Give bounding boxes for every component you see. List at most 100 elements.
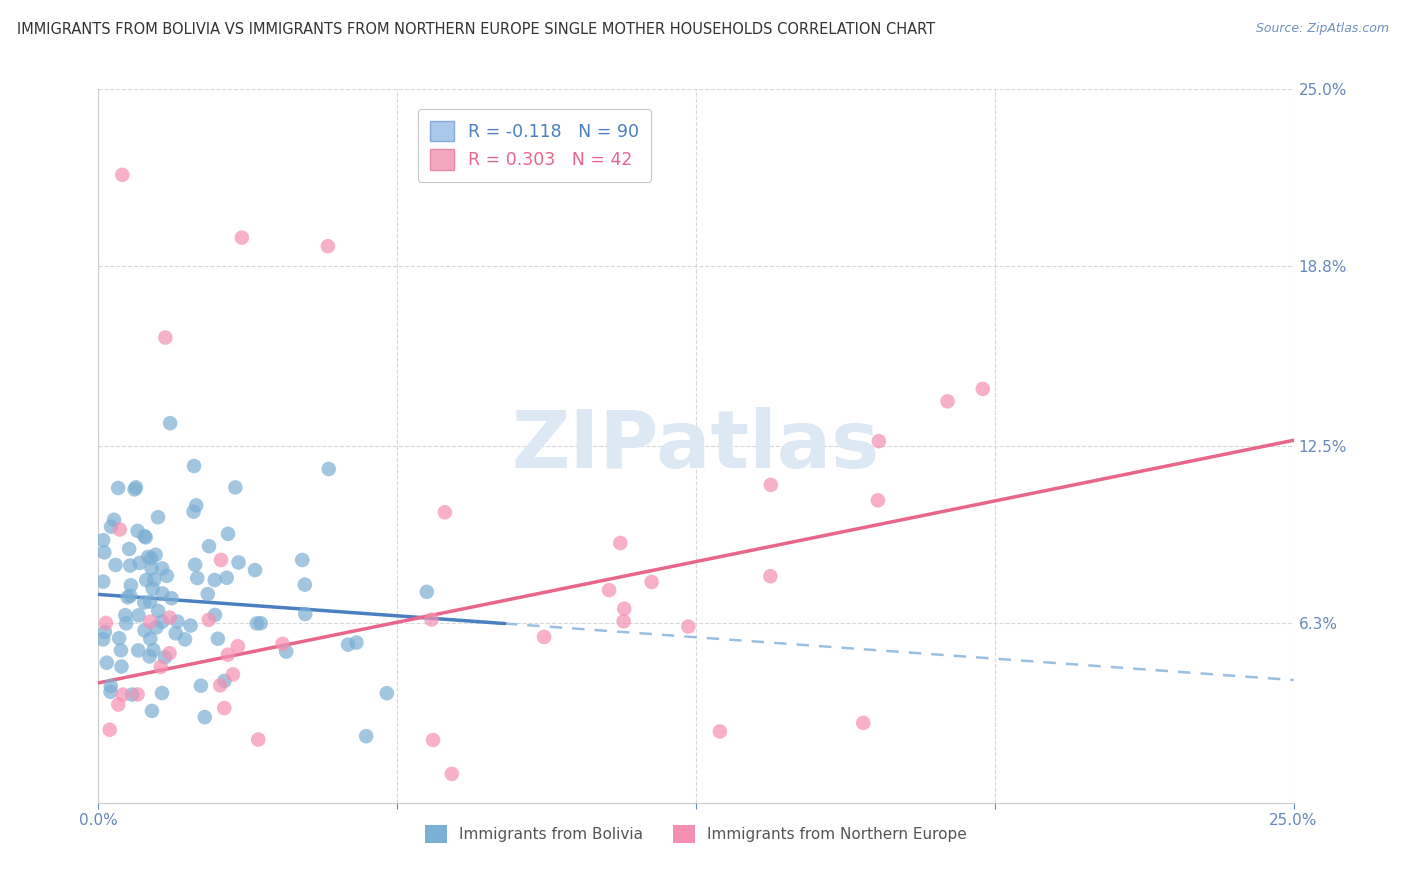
Point [678, 619, 700, 633]
Point [416, 585, 439, 599]
Point [231, 230, 253, 244]
Point [174, 632, 197, 647]
Point [226, 640, 249, 654]
Point [94, 615, 117, 630]
Point [294, 607, 316, 621]
Point [139, 615, 162, 629]
Point [115, 616, 138, 631]
Point [103, 513, 125, 527]
Point [609, 536, 631, 550]
Point [146, 510, 169, 524]
Point [111, 688, 134, 702]
Point [214, 701, 236, 715]
Point [246, 616, 269, 631]
Point [150, 561, 173, 575]
Point [107, 698, 129, 712]
Point [204, 573, 226, 587]
Point [640, 574, 662, 589]
Point [120, 589, 142, 603]
Point [440, 767, 463, 781]
Point [759, 478, 782, 492]
Point [217, 648, 239, 662]
Point [247, 732, 270, 747]
Point [209, 553, 232, 567]
Point [110, 643, 132, 657]
Point [159, 610, 181, 624]
Point [155, 330, 177, 344]
Point [124, 483, 146, 497]
Point [118, 541, 141, 556]
Point [184, 558, 207, 572]
Point [91, 632, 114, 647]
Point [142, 643, 165, 657]
Point [94, 625, 117, 640]
Point [96, 656, 118, 670]
Point [375, 686, 398, 700]
Point [613, 601, 636, 615]
Point [207, 632, 229, 646]
Point [337, 638, 360, 652]
Legend: Immigrants from Bolivia, Immigrants from Northern Europe: Immigrants from Bolivia, Immigrants from… [419, 819, 973, 848]
Point [183, 505, 205, 519]
Point [294, 577, 316, 591]
Point [135, 530, 157, 544]
Point [100, 679, 122, 693]
Point [150, 615, 173, 629]
Text: IMMIGRANTS FROM BOLIVIA VS IMMIGRANTS FROM NORTHERN EUROPE SINGLE MOTHER HOUSEHO: IMMIGRANTS FROM BOLIVIA VS IMMIGRANTS FR… [17, 22, 935, 37]
Point [143, 573, 166, 587]
Point [150, 686, 173, 700]
Point [316, 239, 339, 253]
Point [134, 595, 156, 609]
Point [141, 551, 163, 566]
Point [159, 416, 181, 430]
Point [111, 168, 134, 182]
Point [160, 591, 183, 606]
Point [224, 480, 246, 494]
Point [222, 667, 245, 681]
Point [291, 553, 314, 567]
Point [183, 458, 205, 473]
Point [107, 481, 129, 495]
Text: Source: ZipAtlas.com: Source: ZipAtlas.com [1256, 22, 1389, 36]
Point [134, 624, 156, 638]
Point [186, 499, 208, 513]
Point [276, 645, 298, 659]
Point [344, 635, 367, 649]
Point [197, 613, 219, 627]
Point [136, 549, 159, 564]
Point [117, 591, 139, 605]
Point [420, 613, 443, 627]
Point [198, 539, 221, 553]
Point [228, 556, 250, 570]
Point [190, 679, 212, 693]
Point [186, 571, 208, 585]
Point [91, 533, 114, 548]
Point [120, 558, 142, 573]
Point [215, 571, 238, 585]
Point [142, 582, 165, 596]
Point [354, 729, 377, 743]
Point [866, 493, 889, 508]
Point [150, 586, 173, 600]
Point [159, 646, 181, 660]
Point [145, 548, 167, 562]
Point [533, 630, 555, 644]
Point [243, 563, 266, 577]
Point [194, 710, 217, 724]
Point [852, 715, 875, 730]
Point [936, 394, 959, 409]
Point [271, 637, 294, 651]
Point [422, 733, 444, 747]
Point [135, 573, 157, 587]
Point [149, 660, 172, 674]
Point [180, 618, 202, 632]
Point [214, 673, 236, 688]
Point [138, 649, 160, 664]
Point [204, 607, 226, 622]
Point [127, 643, 149, 657]
Point [108, 523, 131, 537]
Point [128, 608, 150, 623]
Point [197, 587, 219, 601]
Point [141, 561, 163, 575]
Point [709, 724, 731, 739]
